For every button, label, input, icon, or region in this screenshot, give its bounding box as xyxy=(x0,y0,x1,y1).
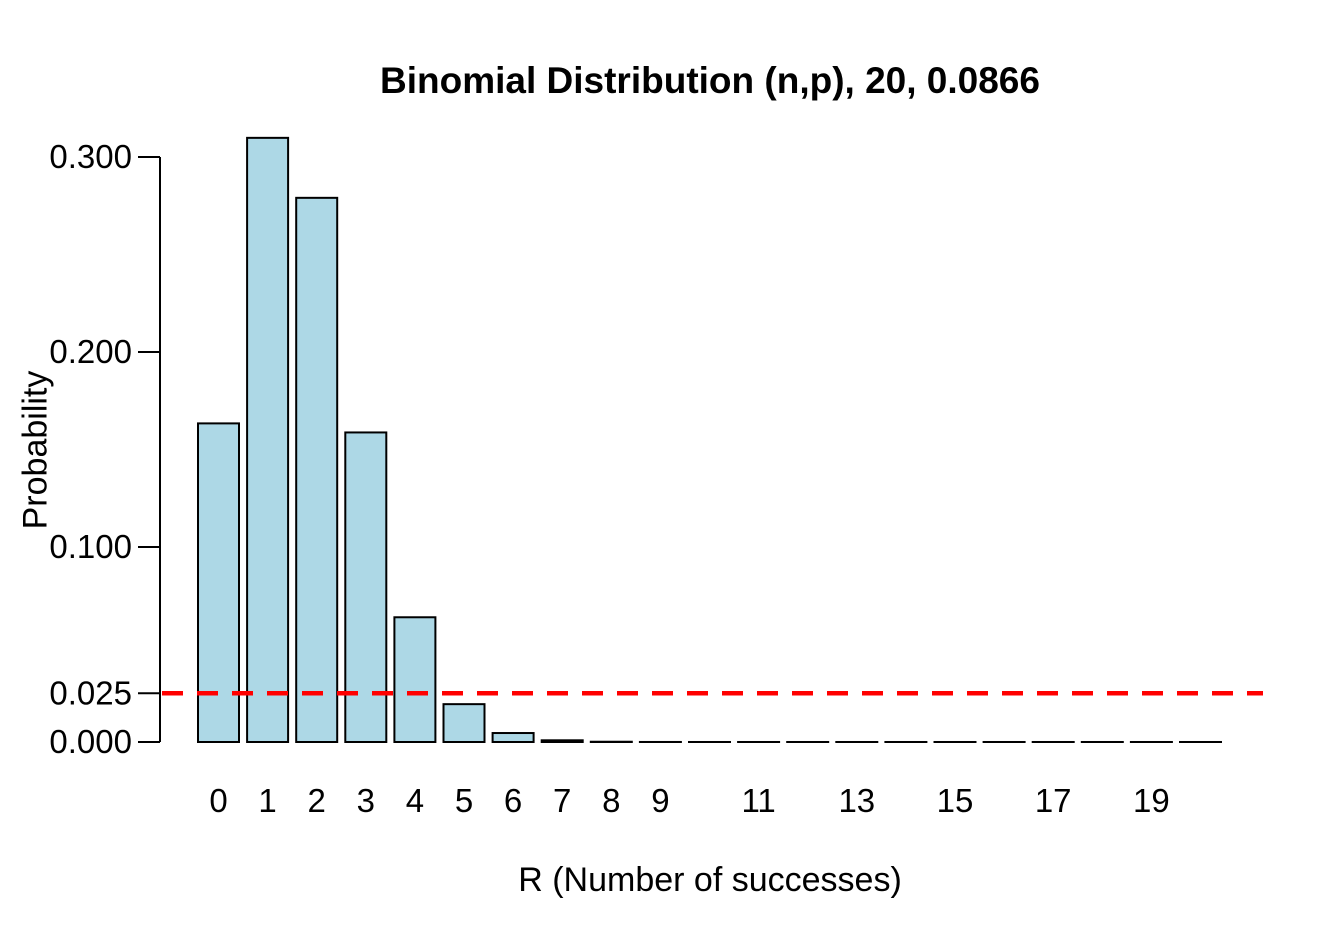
y-tick-label: 0.100 xyxy=(49,528,132,565)
x-tick-label: 0 xyxy=(209,782,227,819)
y-tick-label: 0.000 xyxy=(49,723,132,760)
y-tick-label: 0.200 xyxy=(49,333,132,370)
bar xyxy=(295,196,339,743)
x-tick-label: 17 xyxy=(1035,782,1072,819)
bar xyxy=(540,739,584,744)
x-tick-label: 11 xyxy=(741,782,775,819)
bar xyxy=(197,422,240,743)
bar xyxy=(344,431,388,743)
y-axis-title: Probability xyxy=(16,370,55,530)
chart-title: Binomial Distribution (n,p), 20, 0.0866 xyxy=(380,60,1040,101)
x-tick-label: 5 xyxy=(455,782,473,819)
x-tick-label: 6 xyxy=(504,782,522,819)
x-tick-label: 4 xyxy=(406,782,424,819)
x-axis-title: R (Number of successes) xyxy=(518,861,902,899)
bar xyxy=(393,616,437,743)
y-tick-label: 0.025 xyxy=(49,674,132,711)
x-tick-label: 1 xyxy=(258,782,276,819)
x-tick-label: 15 xyxy=(937,782,974,819)
x-tick-label: 13 xyxy=(838,782,875,819)
x-tick-label: 7 xyxy=(553,782,571,819)
x-tick-label: 19 xyxy=(1133,782,1170,819)
bar xyxy=(442,703,486,744)
x-tick-label: 9 xyxy=(651,782,669,819)
bar xyxy=(246,136,290,743)
bar xyxy=(491,732,535,744)
y-tick-label: 0.300 xyxy=(49,138,132,175)
x-tick-label: 2 xyxy=(308,782,326,819)
x-tick-label: 3 xyxy=(357,782,375,819)
x-tick-label: 8 xyxy=(602,782,620,819)
